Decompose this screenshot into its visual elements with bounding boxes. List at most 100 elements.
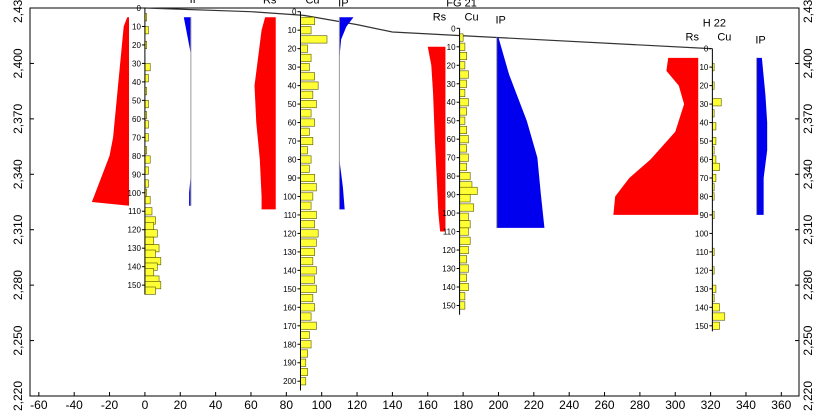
depth-tick-label: 90 — [447, 191, 456, 200]
cu-bar — [144, 207, 153, 216]
cu-bar — [300, 358, 307, 367]
x-tick-label: -60 — [30, 398, 48, 412]
depth-tick-label: 80 — [132, 152, 141, 161]
cu-bar — [459, 227, 469, 236]
depth-tick-label: 180 — [283, 340, 297, 349]
x-tick-label: 0 — [142, 398, 149, 412]
depth-tick-label: 0 — [451, 24, 456, 33]
cu-bar — [300, 229, 319, 238]
rs-resistivity-area — [427, 46, 446, 232]
x-tick-label: 220 — [524, 398, 544, 412]
cu-bar — [300, 201, 312, 210]
cu-bar — [300, 118, 315, 127]
x-tick-label: 300 — [665, 398, 685, 412]
depth-tick-label: 80 — [288, 156, 297, 165]
depth-tick-label: 20 — [447, 61, 456, 70]
y-tick-label-left: 2,340 — [11, 159, 25, 189]
x-tick-label: 340 — [736, 398, 756, 412]
depth-tick-label: 140 — [283, 266, 297, 275]
cu-bar — [144, 286, 156, 295]
depth-tick-label: 130 — [695, 285, 709, 294]
depth-tick-label: 130 — [128, 244, 142, 253]
cu-bar — [459, 246, 469, 255]
cu-bar — [712, 312, 726, 321]
cu-bar — [300, 16, 315, 25]
rs-label: Rs — [686, 32, 700, 44]
cu-bar — [459, 153, 469, 162]
y-tick-label-left: 2,430 — [11, 0, 25, 23]
cu-bar — [300, 183, 317, 192]
cu-bar — [300, 340, 312, 349]
depth-tick-label: 110 — [696, 248, 709, 257]
depth-tick-label: 150 — [442, 301, 456, 310]
cu-bar — [459, 70, 469, 79]
depth-tick-label: 10 — [447, 43, 456, 52]
depth-tick-label: 200 — [283, 377, 297, 386]
well-name-label: FG 21 — [446, 0, 477, 9]
depth-tick-label: 100 — [695, 229, 709, 238]
x-tick-label: 60 — [244, 398, 258, 412]
rs-label: Rs — [433, 11, 447, 23]
cu-bar — [459, 107, 467, 116]
y-tick-label-right: 2,250 — [801, 325, 815, 355]
ip-chargeability-area — [183, 17, 191, 206]
y-tick-label-left: 2,400 — [11, 48, 25, 78]
depth-tick-label: 70 — [288, 137, 297, 146]
cu-bar — [300, 53, 312, 62]
cu-bar — [459, 116, 466, 125]
plot-frame — [29, 7, 800, 397]
ip-chargeability-area — [339, 17, 354, 210]
cu-label: Cu — [717, 32, 731, 44]
cu-bar — [144, 63, 151, 72]
cu-bar — [300, 100, 317, 109]
depth-tick-label: 40 — [699, 119, 708, 128]
cu-bar — [459, 273, 467, 282]
cu-bar — [300, 173, 315, 182]
cu-bar — [459, 79, 467, 88]
cu-bar — [459, 282, 469, 291]
depth-tick-label: 80 — [699, 192, 708, 201]
x-tick-label: 280 — [630, 398, 650, 412]
y-tick-label-right: 2,310 — [801, 214, 815, 244]
cu-bar — [144, 236, 155, 245]
cu-bar — [144, 74, 149, 83]
cu-bar — [144, 26, 149, 35]
cu-bar — [300, 247, 315, 256]
depth-tick-label: 10 — [132, 22, 141, 31]
cu-bar — [459, 292, 466, 301]
depth-tick-label: 140 — [442, 283, 456, 292]
cu-bar — [300, 81, 319, 90]
depth-tick-label: 100 — [283, 192, 297, 201]
cu-label: Cu — [150, 0, 164, 3]
depth-tick-label: 50 — [288, 100, 297, 109]
ip-label: IP — [496, 14, 506, 26]
cu-bar — [144, 268, 155, 277]
y-tick-label-left: 2,310 — [11, 214, 25, 244]
depth-tick-label: 70 — [447, 154, 456, 163]
depth-tick-label: 20 — [699, 82, 708, 91]
cu-bar — [300, 164, 310, 173]
depth-tick-label: 90 — [288, 174, 297, 183]
depth-tick-label: 40 — [288, 82, 297, 91]
y-tick-label-right: 2,430 — [801, 0, 815, 23]
cu-bar — [459, 212, 469, 221]
depth-tick-label: 20 — [132, 41, 141, 50]
cu-bar — [300, 284, 317, 293]
cu-bar — [300, 146, 308, 155]
depth-tick-label: 40 — [132, 78, 141, 87]
cu-bar — [300, 220, 315, 229]
cu-bar — [300, 294, 314, 303]
depth-tick-label: 90 — [699, 211, 708, 220]
y-tick-label-right: 2,400 — [801, 48, 815, 78]
cu-bar — [459, 194, 471, 203]
cu-bar — [712, 303, 720, 312]
cu-bar — [300, 155, 312, 164]
cu-bar — [459, 236, 471, 245]
cu-bar — [459, 162, 467, 171]
x-tick-label: -20 — [101, 398, 119, 412]
x-tick-label: -40 — [66, 398, 84, 412]
x-tick-label: 320 — [701, 398, 721, 412]
depth-tick-label: 100 — [128, 189, 142, 198]
